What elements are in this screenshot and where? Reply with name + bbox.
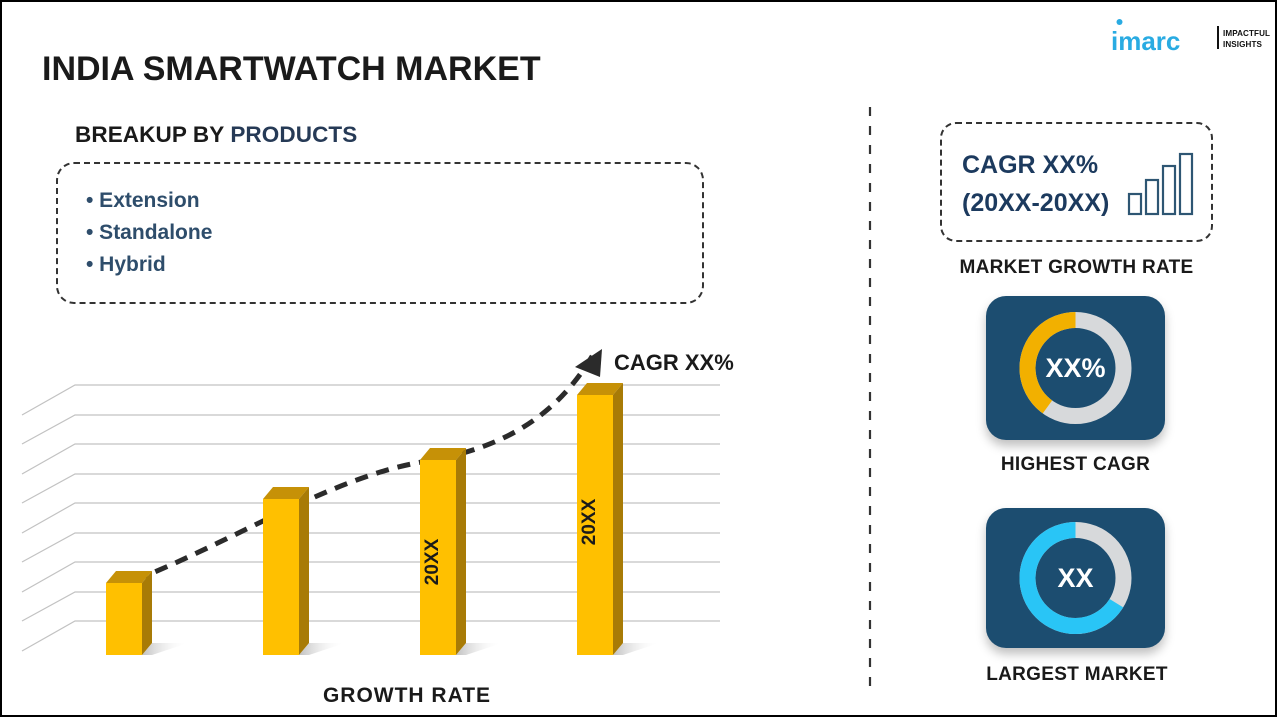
svg-text:INSIGHTS: INSIGHTS bbox=[1223, 40, 1263, 49]
svg-text:XX%: XX% bbox=[1045, 353, 1105, 383]
svg-text:20XX: 20XX bbox=[422, 538, 443, 585]
svg-text:imarc: imarc bbox=[1111, 26, 1180, 56]
svg-text:XX: XX bbox=[1057, 563, 1093, 593]
svg-text:20XX: 20XX bbox=[579, 498, 600, 545]
svg-text:CAGR XX%: CAGR XX% bbox=[614, 350, 734, 375]
svg-text:GROWTH RATE: GROWTH RATE bbox=[323, 684, 491, 707]
svg-text:IMPACTFUL: IMPACTFUL bbox=[1223, 29, 1270, 38]
